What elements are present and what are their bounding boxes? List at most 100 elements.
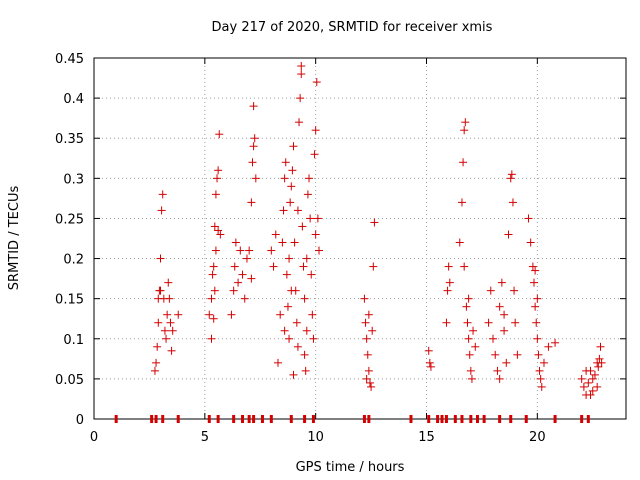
data-point — [214, 226, 223, 235]
data-point — [310, 150, 319, 159]
data-point — [162, 334, 171, 343]
data-point — [593, 382, 602, 391]
data-point — [269, 262, 278, 271]
data-point — [293, 206, 302, 215]
data-point — [311, 230, 320, 239]
data-point — [287, 182, 296, 191]
y-tick-label: 0.35 — [55, 132, 84, 147]
data-point — [362, 374, 371, 383]
y-tick-label: 0.3 — [63, 172, 84, 187]
zero-data-point — [161, 415, 165, 423]
y-tick-label: 0.15 — [55, 293, 84, 308]
zero-data-point — [367, 415, 371, 423]
zero-data-point — [252, 415, 256, 423]
data-point — [249, 142, 258, 151]
data-point — [486, 286, 495, 295]
data-point — [445, 278, 454, 287]
data-point — [157, 206, 166, 215]
data-point — [207, 294, 216, 303]
data-point — [469, 326, 478, 335]
y-tick-label: 0.1 — [63, 333, 84, 348]
data-point — [493, 366, 502, 375]
data-point — [504, 230, 513, 239]
zero-data-point — [232, 415, 236, 423]
data-point — [288, 166, 297, 175]
zero-data-point — [469, 415, 473, 423]
data-point — [459, 158, 468, 167]
data-point — [165, 294, 174, 303]
x-tick-label: 0 — [90, 430, 98, 445]
zero-data-point — [241, 415, 245, 423]
data-point — [211, 246, 220, 255]
zero-data-point — [311, 415, 315, 423]
data-point — [595, 354, 604, 363]
data-point — [236, 246, 245, 255]
data-point — [467, 374, 476, 383]
x-tick-label: 10 — [307, 430, 324, 445]
zero-data-point — [586, 415, 590, 423]
data-point — [207, 334, 216, 343]
data-point — [285, 254, 294, 263]
data-point — [464, 334, 473, 343]
plot-border — [93, 57, 627, 420]
data-point — [471, 342, 480, 351]
data-point — [153, 342, 162, 351]
zero-data-point — [436, 415, 440, 423]
data-point — [594, 362, 603, 371]
data-point — [362, 334, 371, 343]
data-point — [584, 378, 593, 387]
data-point — [491, 350, 500, 359]
zero-data-point — [427, 415, 431, 423]
data-point — [507, 170, 516, 179]
zero-data-point — [303, 415, 307, 423]
zero-data-point — [216, 415, 220, 423]
data-point — [460, 262, 469, 271]
data-point — [280, 174, 289, 183]
data-point — [279, 206, 288, 215]
data-point — [238, 270, 247, 279]
data-point — [363, 350, 372, 359]
data-point — [313, 214, 322, 223]
data-point — [292, 318, 301, 327]
x-tick-label: 20 — [529, 430, 546, 445]
data-point — [213, 174, 222, 183]
data-point — [536, 374, 545, 383]
data-point — [289, 370, 298, 379]
data-point — [460, 126, 469, 135]
zero-data-point — [247, 415, 251, 423]
data-point — [463, 318, 472, 327]
zero-data-point — [482, 415, 486, 423]
zero-data-point — [176, 415, 180, 423]
data-point — [506, 174, 515, 183]
data-point — [314, 246, 323, 255]
y-axis-label: SRMTID / TECUs — [7, 186, 22, 291]
data-point — [216, 230, 225, 239]
data-point — [299, 262, 308, 271]
data-point — [302, 326, 311, 335]
zero-data-point — [362, 415, 366, 423]
data-point — [297, 62, 306, 71]
data-point — [586, 390, 595, 399]
zero-data-point — [150, 415, 154, 423]
data-point — [281, 158, 290, 167]
data-point — [154, 318, 163, 327]
data-point — [298, 222, 307, 231]
data-point — [293, 342, 302, 351]
data-point — [285, 334, 294, 343]
y-tick-label: 0.2 — [63, 253, 84, 268]
data-point — [230, 262, 239, 271]
y-tick-label: 0.05 — [55, 373, 84, 388]
data-point — [361, 318, 370, 327]
data-point — [364, 366, 373, 375]
data-point — [234, 278, 243, 287]
data-point — [462, 302, 471, 311]
data-point — [497, 278, 506, 287]
data-point — [307, 270, 316, 279]
data-point — [166, 318, 175, 327]
data-points — [114, 62, 606, 423]
data-point — [278, 238, 287, 247]
data-point — [164, 278, 173, 287]
data-point — [424, 346, 433, 355]
data-point — [500, 310, 509, 319]
data-point — [364, 310, 373, 319]
